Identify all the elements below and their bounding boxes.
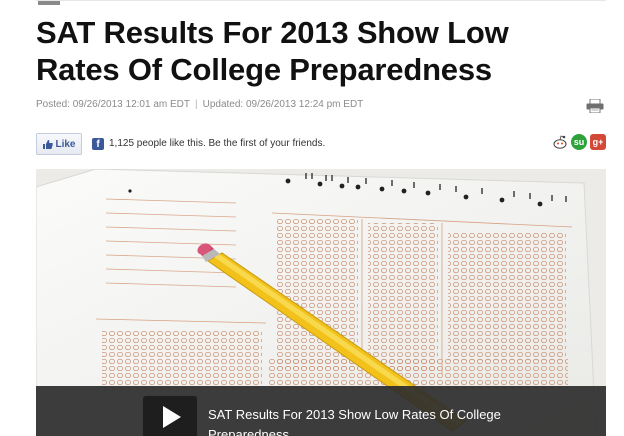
like-label: Like bbox=[55, 138, 76, 150]
social-bar: Like f 1,125 people like this. Be the fi… bbox=[36, 133, 606, 157]
print-icon[interactable] bbox=[586, 98, 604, 114]
header-thumbnail bbox=[38, 1, 60, 5]
play-icon bbox=[163, 406, 181, 428]
meta-separator: | bbox=[195, 99, 198, 110]
video-title[interactable]: SAT Results For 2013 Show Low Rates Of C… bbox=[208, 407, 501, 436]
share-icons: su g+ bbox=[552, 134, 606, 150]
reddit-icon[interactable] bbox=[552, 134, 568, 150]
facebook-icon: f bbox=[92, 138, 104, 150]
google-plus-icon[interactable]: g+ bbox=[590, 134, 606, 150]
video-player[interactable]: SAT Results For 2013 Show Low Rates Of C… bbox=[36, 169, 606, 436]
top-strip bbox=[36, 0, 606, 7]
stumbleupon-icon[interactable]: su bbox=[571, 134, 587, 150]
article-headline: SAT Results For 2013 Show Low Rates Of C… bbox=[36, 15, 509, 87]
updated-date: Updated: 09/26/2013 12:24 pm EDT bbox=[202, 99, 364, 110]
facebook-like-button[interactable]: Like bbox=[36, 133, 82, 155]
thumbs-up-icon bbox=[43, 139, 54, 149]
play-button[interactable] bbox=[142, 395, 198, 436]
article-meta: Posted: 09/26/2013 12:01 am EDT | Updated:… bbox=[36, 99, 363, 110]
video-caption-bar: SAT Results For 2013 Show Low Rates Of C… bbox=[36, 386, 606, 436]
posted-date: Posted: 09/26/2013 12:01 am EDT bbox=[36, 99, 190, 110]
like-count-text: 1,125 people like this. Be the first of … bbox=[109, 138, 326, 149]
